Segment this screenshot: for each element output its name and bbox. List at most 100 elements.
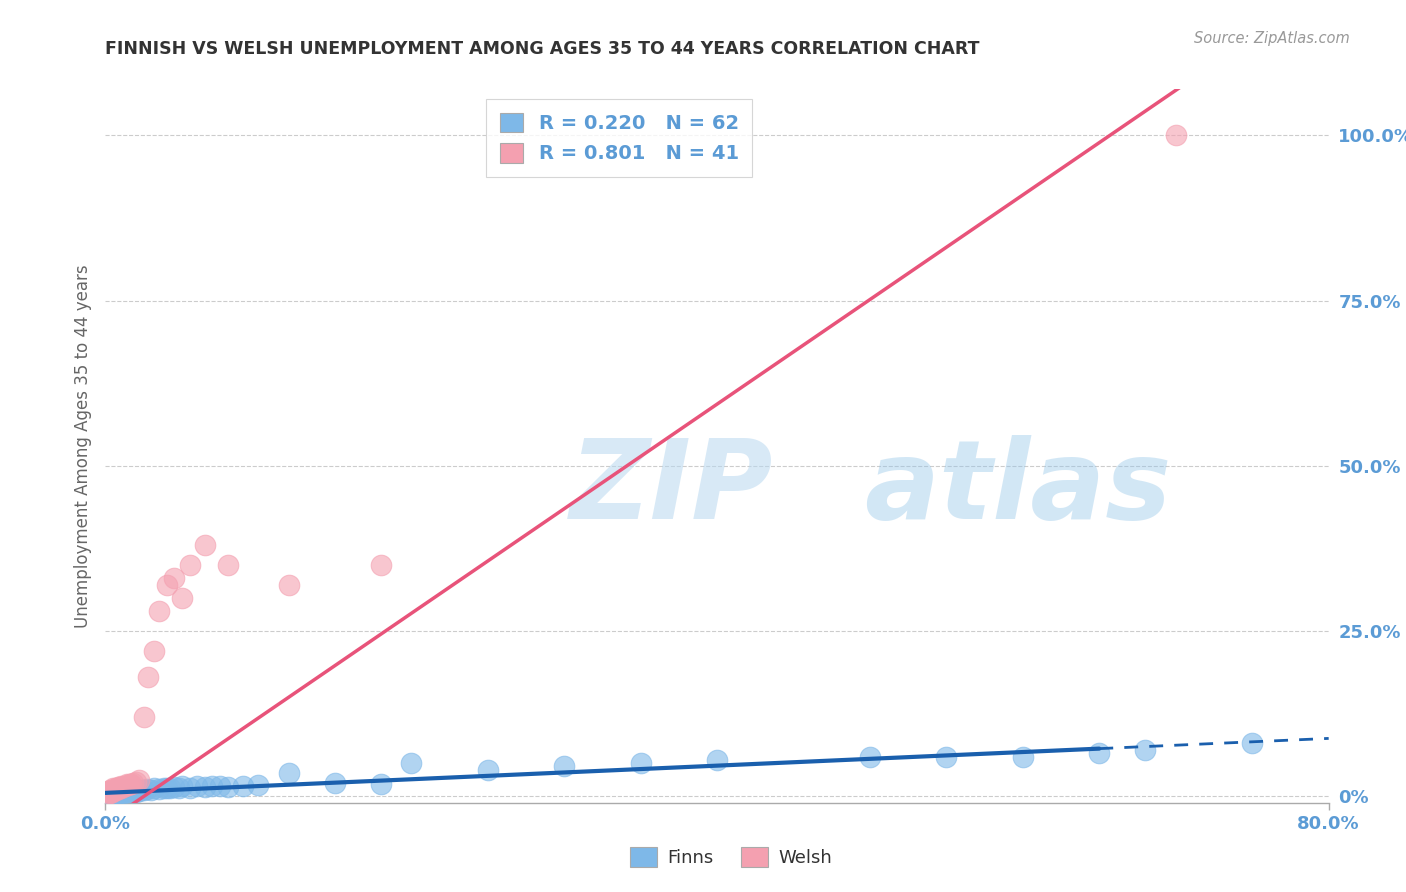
Point xyxy=(135,781,157,796)
Point xyxy=(129,782,152,797)
Point xyxy=(107,785,129,799)
Point xyxy=(1164,128,1187,143)
Point xyxy=(370,777,392,791)
Point xyxy=(114,779,136,793)
Point xyxy=(105,786,128,800)
Point xyxy=(100,782,122,797)
Text: FINNISH VS WELSH UNEMPLOYMENT AMONG AGES 35 TO 44 YEARS CORRELATION CHART: FINNISH VS WELSH UNEMPLOYMENT AMONG AGES… xyxy=(105,40,980,58)
Point xyxy=(935,749,957,764)
Point xyxy=(122,776,145,790)
Point xyxy=(97,787,120,801)
Legend: R = 0.220   N = 62, R = 0.801   N = 41: R = 0.220 N = 62, R = 0.801 N = 41 xyxy=(486,99,752,177)
Text: Source: ZipAtlas.com: Source: ZipAtlas.com xyxy=(1194,31,1350,46)
Point xyxy=(217,780,239,794)
Point xyxy=(107,787,129,801)
Point xyxy=(120,777,142,791)
Point xyxy=(170,591,193,605)
Point xyxy=(122,785,145,799)
Point xyxy=(1011,749,1033,764)
Point xyxy=(108,784,131,798)
Point xyxy=(179,780,201,795)
Point xyxy=(128,784,150,798)
Point xyxy=(104,787,127,801)
Point xyxy=(110,780,132,795)
Point xyxy=(1241,736,1264,750)
Point xyxy=(104,781,127,796)
Point xyxy=(370,558,392,572)
Point xyxy=(96,786,118,800)
Point xyxy=(125,774,148,789)
Point xyxy=(217,558,239,572)
Point xyxy=(104,785,127,799)
Point xyxy=(859,749,882,764)
Point xyxy=(399,756,422,771)
Point xyxy=(101,781,124,796)
Point xyxy=(194,780,217,794)
Point xyxy=(105,780,128,795)
Point xyxy=(111,780,134,794)
Point xyxy=(100,787,122,801)
Point xyxy=(125,784,148,798)
Point xyxy=(630,756,652,771)
Point xyxy=(277,766,299,780)
Point xyxy=(112,779,135,793)
Point xyxy=(101,784,124,798)
Point xyxy=(124,784,146,798)
Text: ZIP: ZIP xyxy=(571,435,773,542)
Point xyxy=(201,779,224,793)
Point xyxy=(186,779,208,793)
Point xyxy=(148,781,170,796)
Point xyxy=(170,779,193,793)
Point xyxy=(194,538,217,552)
Point xyxy=(118,777,141,791)
Point xyxy=(232,779,254,793)
Point xyxy=(105,782,128,797)
Y-axis label: Unemployment Among Ages 35 to 44 years: Unemployment Among Ages 35 to 44 years xyxy=(73,264,91,628)
Point xyxy=(155,781,177,796)
Point xyxy=(108,781,131,796)
Point xyxy=(136,670,159,684)
Point xyxy=(118,784,141,798)
Point xyxy=(323,776,346,790)
Point xyxy=(1133,743,1156,757)
Point xyxy=(112,786,135,800)
Point xyxy=(107,781,129,796)
Point xyxy=(96,787,118,801)
Point xyxy=(209,779,232,793)
Point xyxy=(100,784,122,798)
Text: atlas: atlas xyxy=(863,435,1171,542)
Point xyxy=(114,784,136,798)
Point xyxy=(110,779,132,793)
Point xyxy=(277,578,299,592)
Point xyxy=(179,558,201,572)
Point xyxy=(101,784,124,798)
Point xyxy=(112,784,135,798)
Point xyxy=(110,785,132,799)
Point xyxy=(1088,746,1111,760)
Point xyxy=(101,786,124,800)
Point xyxy=(117,778,139,792)
Point xyxy=(98,786,121,800)
Point xyxy=(247,778,270,792)
Point xyxy=(132,710,155,724)
Point xyxy=(163,571,186,585)
Point xyxy=(167,781,190,796)
Point xyxy=(148,604,170,618)
Point xyxy=(120,783,142,797)
Point xyxy=(152,780,174,795)
Point xyxy=(143,644,166,658)
Point xyxy=(141,782,163,797)
Point xyxy=(97,784,120,798)
Legend: Finns, Welsh: Finns, Welsh xyxy=(623,839,839,874)
Point xyxy=(143,781,166,796)
Point xyxy=(117,782,139,797)
Point xyxy=(553,759,575,773)
Point xyxy=(128,772,150,787)
Point xyxy=(127,783,149,797)
Point xyxy=(105,784,128,798)
Point xyxy=(115,777,138,791)
Point xyxy=(100,784,122,798)
Point xyxy=(98,783,121,797)
Point xyxy=(132,783,155,797)
Point xyxy=(104,783,127,797)
